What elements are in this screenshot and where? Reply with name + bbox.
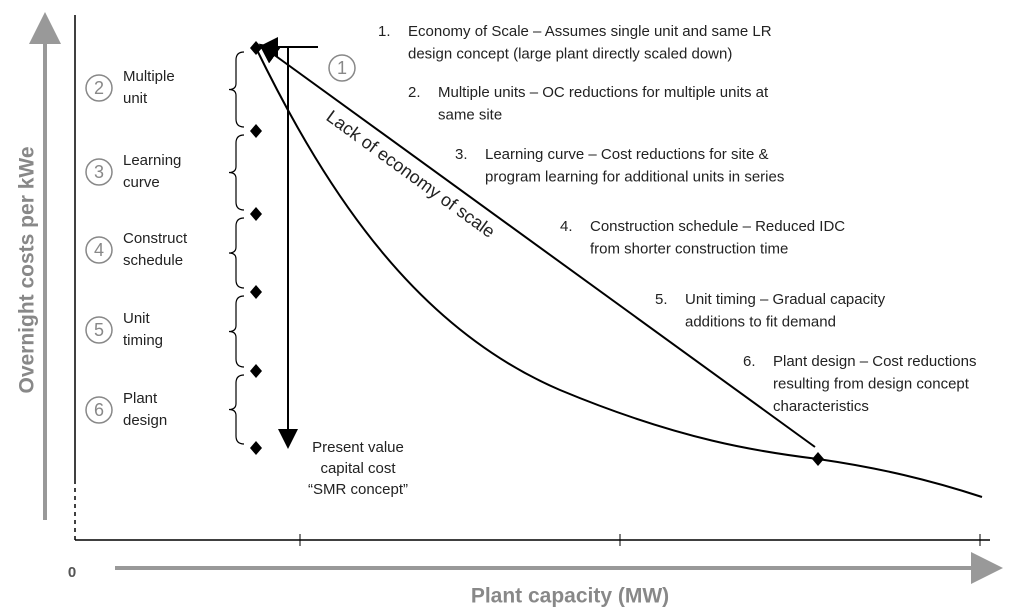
step-label: Plant bbox=[123, 390, 158, 407]
marker-number: 1 bbox=[337, 58, 347, 78]
present-value-label: “SMR concept” bbox=[308, 481, 408, 498]
note-text: additions to fit demand bbox=[685, 313, 836, 330]
step-circle bbox=[85, 158, 113, 186]
note-text: Economy of Scale – Assumes single unit a… bbox=[408, 23, 772, 40]
note-number: 2. bbox=[408, 84, 421, 101]
x-axis-title: Plant capacity (MW) bbox=[471, 585, 669, 608]
brace bbox=[228, 217, 245, 289]
step-circle bbox=[85, 74, 113, 102]
note-number: 1. bbox=[378, 23, 391, 40]
marker-circle bbox=[328, 54, 356, 82]
step-circle bbox=[85, 316, 113, 344]
step-number: 3 bbox=[94, 162, 104, 182]
step-circle bbox=[85, 236, 113, 264]
step-label: Learning bbox=[123, 152, 181, 169]
note-text: design concept (large plant directly sca… bbox=[408, 45, 732, 62]
note-number: 5. bbox=[655, 291, 668, 308]
step-number: 4 bbox=[94, 240, 104, 260]
note-text: Construction schedule – Reduced IDC bbox=[590, 218, 845, 235]
step-number: 2 bbox=[94, 78, 104, 98]
note-text: resulting from design concept bbox=[773, 375, 970, 392]
step-label: Unit bbox=[123, 310, 151, 327]
brace bbox=[228, 374, 245, 445]
note-number: 6. bbox=[743, 353, 756, 370]
step-label: timing bbox=[123, 332, 163, 349]
brace bbox=[228, 134, 245, 211]
note-number: 3. bbox=[455, 146, 468, 163]
note-number: 4. bbox=[560, 218, 573, 235]
note-text: program learning for additional units in… bbox=[485, 168, 784, 185]
note-text: same site bbox=[438, 106, 502, 123]
diamonds bbox=[250, 41, 824, 466]
step-label: unit bbox=[123, 90, 148, 107]
step-number: 6 bbox=[94, 400, 104, 420]
curve-label: Lack of economy of scale bbox=[323, 106, 499, 242]
note-text: Unit timing – Gradual capacity bbox=[685, 291, 886, 308]
note-text: from shorter construction time bbox=[590, 240, 788, 257]
brace bbox=[228, 51, 245, 128]
note-text: Plant design – Cost reductions bbox=[773, 353, 976, 370]
present-value-label: Present value bbox=[312, 439, 404, 456]
present-value-label: capital cost bbox=[320, 460, 396, 477]
note-text: characteristics bbox=[773, 398, 869, 415]
scale-line bbox=[258, 43, 816, 448]
step-number: 5 bbox=[94, 320, 104, 340]
step-label: design bbox=[123, 412, 167, 429]
note-text: Learning curve – Cost reductions for sit… bbox=[485, 146, 768, 163]
origin-label: 0 bbox=[68, 564, 76, 581]
step-label: schedule bbox=[123, 252, 183, 269]
step-circle bbox=[85, 396, 113, 424]
step-label: Construct bbox=[123, 230, 188, 247]
step-label: curve bbox=[123, 174, 160, 191]
note-text: Multiple units – OC reductions for multi… bbox=[438, 84, 769, 101]
brace bbox=[228, 295, 245, 368]
ticks bbox=[299, 534, 981, 546]
y-axis-title: Overnight costs per kWe bbox=[16, 146, 39, 393]
step-label: Multiple bbox=[123, 68, 175, 85]
cost-curve bbox=[255, 47, 983, 498]
